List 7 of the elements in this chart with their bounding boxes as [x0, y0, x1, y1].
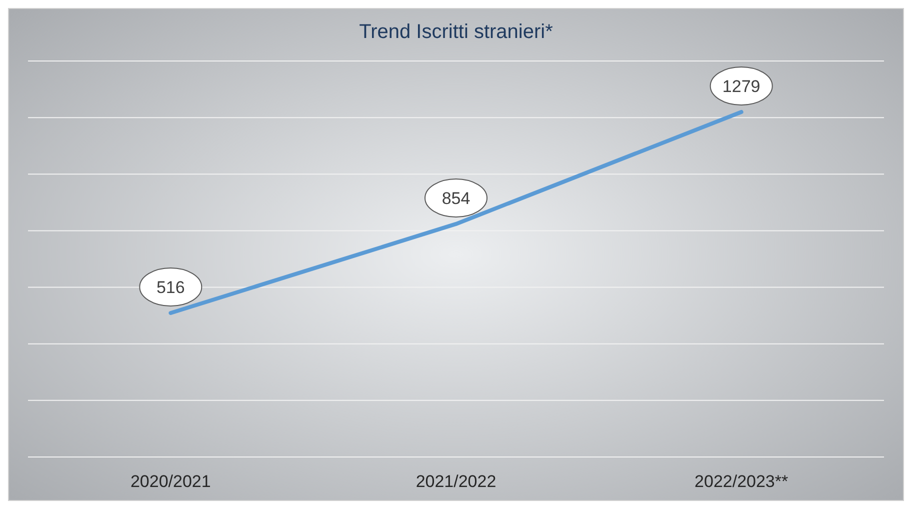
x-tick-label: 2020/2021	[130, 472, 211, 491]
x-tick-label: 2022/2023**	[694, 472, 789, 491]
x-tick-label: 2021/2022	[416, 472, 496, 491]
data-label: 854	[442, 188, 470, 208]
data-label: 1279	[722, 77, 760, 96]
chart-title: Trend Iscritti stranieri*	[359, 21, 554, 43]
data-label: 516	[156, 278, 185, 297]
